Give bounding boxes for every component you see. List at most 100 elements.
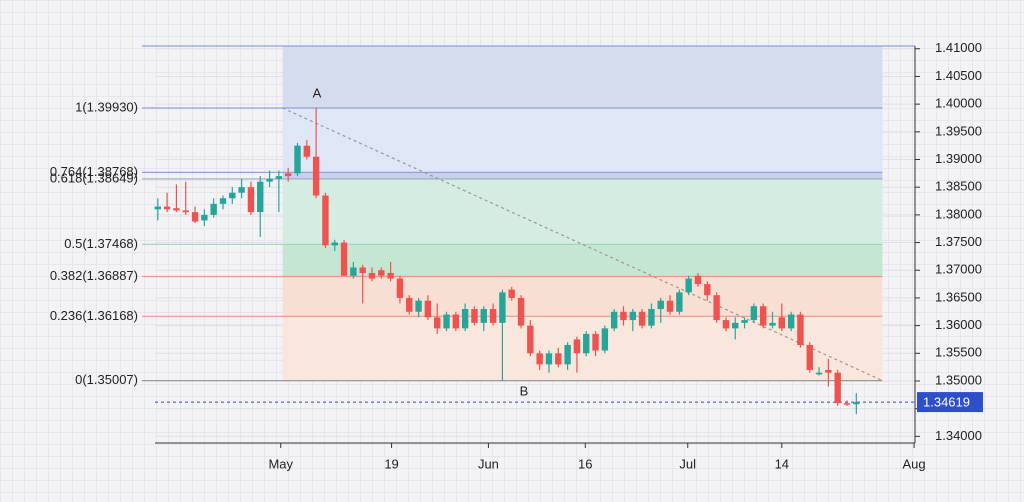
candle-body bbox=[322, 195, 329, 246]
fib-zone bbox=[282, 172, 883, 179]
candle-body bbox=[238, 187, 245, 193]
candle-body bbox=[387, 273, 394, 279]
candle-body bbox=[312, 156, 320, 196]
y-tick-label: 1.34000 bbox=[935, 428, 982, 443]
fib-trendline bbox=[282, 107, 883, 382]
candle-body bbox=[173, 208, 180, 211]
y-tick-label: 1.38000 bbox=[935, 206, 982, 221]
candle-body bbox=[732, 322, 739, 329]
fib-level-label: 1(1.39930) bbox=[75, 99, 138, 114]
candle-body bbox=[415, 300, 422, 312]
candle-body bbox=[797, 314, 804, 345]
candle-body bbox=[443, 314, 450, 329]
x-tick-label: Jul bbox=[679, 456, 696, 471]
x-tick-label: 14 bbox=[775, 456, 789, 471]
y-tick-label: 1.41000 bbox=[935, 40, 982, 55]
fib-level-label: 0(1.35007) bbox=[75, 372, 138, 387]
candle-body bbox=[396, 278, 404, 298]
candle-body bbox=[191, 212, 199, 222]
candle-body bbox=[331, 242, 338, 246]
fib-level-label: 0.236(1.36168) bbox=[50, 308, 138, 323]
fib-level-label: 0.618(1.38649) bbox=[50, 170, 138, 185]
candle-body bbox=[257, 181, 264, 213]
candle-body bbox=[508, 289, 515, 298]
y-tick-label: 1.39500 bbox=[935, 123, 982, 138]
candle-body bbox=[750, 306, 758, 321]
candle-body bbox=[769, 322, 776, 326]
candle-body bbox=[527, 325, 534, 354]
y-tick-label: 1.40000 bbox=[935, 96, 982, 111]
x-tick-label: 19 bbox=[384, 456, 398, 471]
candle-body bbox=[350, 267, 357, 276]
x-tick-label: Jun bbox=[478, 456, 499, 471]
candle-body bbox=[825, 369, 832, 373]
y-tick-label: 1.36500 bbox=[935, 289, 982, 304]
fib-zone bbox=[282, 108, 883, 173]
fib-zone bbox=[282, 178, 883, 245]
y-tick-label: 1.36000 bbox=[935, 317, 982, 332]
candle-body bbox=[815, 372, 823, 375]
candle-body bbox=[368, 273, 376, 279]
candle-body bbox=[480, 309, 487, 323]
candle-body bbox=[201, 214, 208, 221]
candle-body bbox=[853, 402, 860, 405]
candle-body bbox=[499, 292, 506, 323]
candle-body bbox=[461, 309, 469, 329]
fib-zone bbox=[282, 46, 883, 109]
candle-body bbox=[284, 173, 292, 177]
candle-body bbox=[219, 198, 227, 204]
candle-body bbox=[229, 192, 236, 199]
candle-body bbox=[573, 339, 581, 354]
candle-body bbox=[713, 295, 720, 321]
candle-body bbox=[378, 270, 385, 276]
candle-body bbox=[489, 309, 497, 323]
candle-body bbox=[666, 300, 674, 312]
candle-body bbox=[610, 311, 618, 329]
candle-body bbox=[182, 210, 189, 213]
fib-level-label: 0.382(1.36887) bbox=[50, 268, 138, 283]
candle-body bbox=[434, 317, 441, 329]
candle-body bbox=[471, 309, 478, 323]
y-tick-label: 1.40500 bbox=[935, 68, 982, 83]
candle-body bbox=[275, 176, 283, 179]
current-price-tag bbox=[917, 392, 983, 413]
candle-body bbox=[303, 145, 311, 157]
candle-body bbox=[340, 242, 348, 276]
candle-body bbox=[583, 333, 590, 354]
candle-body bbox=[154, 206, 161, 210]
candle-body bbox=[778, 317, 786, 329]
x-tick-label: Aug bbox=[902, 456, 925, 471]
candle-body bbox=[592, 333, 599, 351]
candle-body bbox=[759, 306, 767, 326]
candle-body bbox=[210, 203, 217, 215]
candle-body bbox=[843, 403, 851, 405]
candle-body bbox=[787, 314, 795, 329]
candle-body bbox=[601, 328, 609, 351]
candle-body bbox=[266, 178, 273, 182]
fib-level-label: 0.5(1.37468) bbox=[64, 236, 138, 251]
candle-body bbox=[629, 311, 636, 321]
candle-body bbox=[648, 309, 655, 326]
fib-zone bbox=[282, 276, 883, 317]
candle-body bbox=[517, 297, 525, 326]
y-tick-label: 1.35500 bbox=[935, 345, 982, 360]
x-tick-label: 16 bbox=[578, 456, 592, 471]
background-layer bbox=[142, 46, 915, 437]
candle-body bbox=[704, 284, 711, 296]
candle-body bbox=[834, 372, 841, 404]
annotation-a: A bbox=[313, 85, 322, 100]
x-tick-label: May bbox=[268, 456, 293, 471]
candle-body bbox=[359, 267, 366, 274]
candle-body bbox=[685, 278, 692, 293]
y-tick-label: 1.37000 bbox=[935, 262, 982, 277]
candle-body bbox=[163, 206, 171, 210]
y-tick-label: 1.38500 bbox=[935, 179, 982, 194]
candle-body bbox=[620, 311, 627, 321]
candle-body bbox=[676, 292, 683, 312]
candle-body bbox=[694, 275, 702, 285]
candle-body bbox=[806, 344, 813, 370]
y-tick-label: 1.39000 bbox=[935, 151, 982, 166]
candle-body bbox=[555, 353, 562, 365]
annotation-b: B bbox=[520, 383, 529, 398]
